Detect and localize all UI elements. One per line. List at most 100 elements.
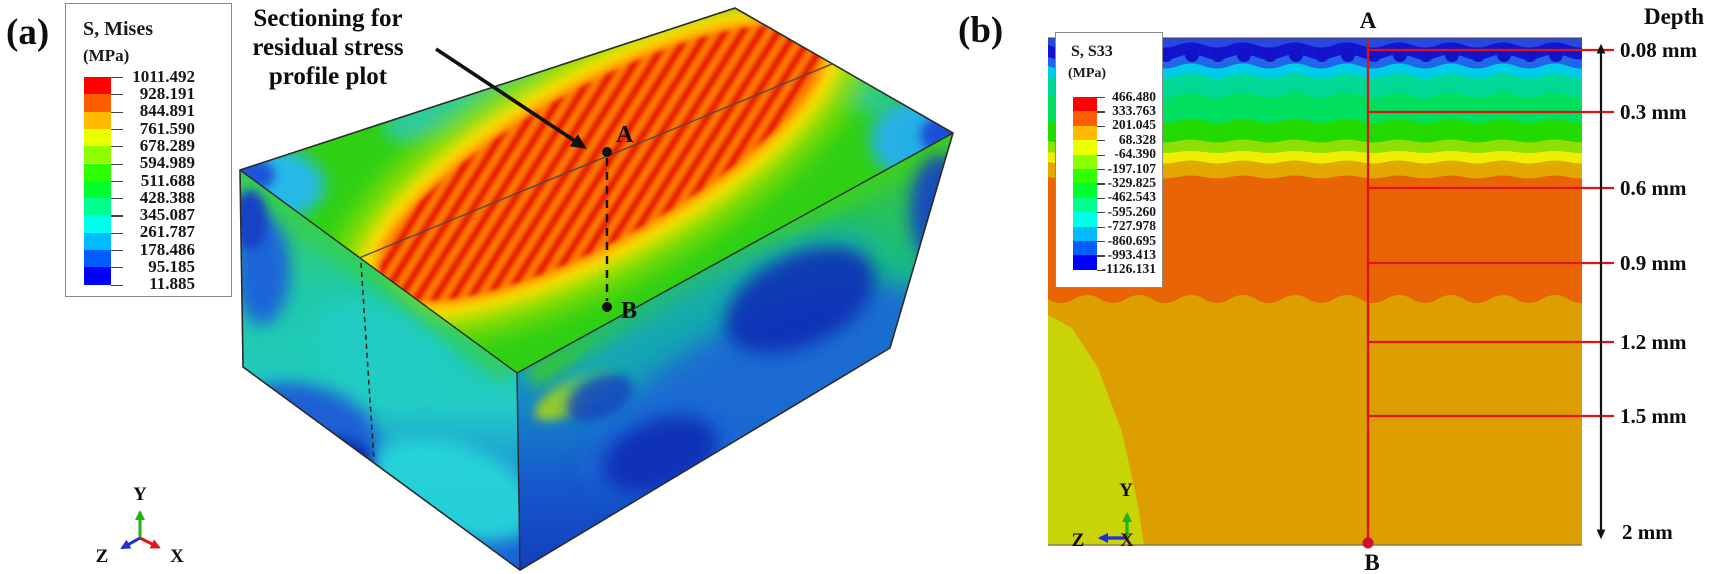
panel-b-section: Depth 0.08 mm 0.3 mm 0.6 mm 0.9 mm 1.2 m… — [1048, 4, 1704, 574]
legend-swatch — [1073, 111, 1097, 126]
laser-track-scallop — [1471, 48, 1485, 62]
legend-tick — [111, 77, 123, 79]
legend-tick — [1097, 269, 1105, 271]
s33-legend: S, S33 (MPa) 466.480 333.763 201.045 68.328… — [1055, 32, 1163, 288]
laser-track-scallop — [1185, 48, 1199, 62]
legend-swatch — [1073, 183, 1097, 198]
legend-tick — [111, 284, 123, 286]
depth-label: 0.08 mm — [1620, 38, 1697, 62]
legend-tick — [111, 232, 123, 234]
depth-label: 0.3 mm — [1620, 100, 1687, 124]
legend-value: 333.763 — [1112, 103, 1156, 118]
point-a-dot — [602, 147, 612, 157]
legend-value: 178.486 — [139, 239, 195, 259]
legend-swatch — [84, 180, 111, 199]
z-axis-label: Z — [96, 546, 109, 567]
laser-track-scallop — [1549, 48, 1563, 62]
legend-tick — [111, 146, 123, 148]
legend-swatch — [1073, 255, 1097, 270]
legend-tick — [1097, 255, 1105, 257]
depth-label: 1.2 mm — [1620, 330, 1687, 354]
legend-title: S, S33 — [1071, 43, 1113, 60]
laser-track-scallop — [1211, 48, 1225, 62]
legend-swatch — [84, 111, 111, 129]
legend-swatch — [1073, 125, 1097, 141]
legend-swatch — [84, 215, 111, 233]
legend-value: -64.390 — [1114, 146, 1156, 162]
legend-swatch — [84, 128, 111, 147]
legend-tick — [1097, 212, 1105, 214]
annotation-line: Sectioning for — [253, 5, 403, 32]
legend-tick — [111, 198, 123, 200]
laser-track-scallop — [1523, 48, 1537, 62]
laser-track-scallop — [1341, 48, 1355, 62]
section-line — [358, 63, 833, 259]
legend-value: 594.989 — [139, 153, 195, 173]
legend-tick — [111, 250, 123, 252]
laser-track-stripes — [379, 25, 821, 301]
contour-wedge — [1048, 315, 1144, 545]
legend-swatch — [1073, 169, 1097, 184]
legend-swatch — [84, 198, 111, 216]
legend-tick — [1097, 111, 1105, 113]
legend-swatch — [1073, 154, 1097, 169]
x-axis-arrow — [139, 536, 161, 549]
annotation-line: profile plot — [268, 63, 388, 90]
legend-swatch — [84, 77, 111, 95]
legend-value: 466.480 — [1112, 88, 1156, 104]
panel-a-label: (a) — [6, 12, 50, 53]
legend-value: -1126.131 — [1101, 261, 1156, 277]
laser-track-scallop — [1497, 48, 1511, 62]
depth-label: 0.9 mm — [1620, 251, 1687, 275]
legend-value: -595.260 — [1107, 203, 1156, 219]
legend-swatch — [84, 250, 111, 268]
panel-b-label: (b) — [958, 10, 1004, 51]
laser-track-scallop — [1419, 48, 1433, 62]
laser-track-scallop — [1289, 48, 1303, 62]
x-axis-label: X — [170, 546, 184, 567]
legend-tick — [1097, 169, 1105, 171]
legend-value: 928.191 — [139, 83, 195, 103]
legend-value: -329.825 — [1107, 175, 1156, 190]
legend-tick — [111, 111, 123, 113]
legend-value: 201.045 — [1112, 117, 1156, 133]
legend-tick — [1097, 241, 1105, 243]
annotation-line: residual stress — [252, 34, 404, 61]
legend-value: -993.413 — [1107, 247, 1156, 262]
laser-track-scallop — [1393, 48, 1407, 62]
triad-a: Y X Z — [96, 484, 184, 567]
legend-tick — [1097, 183, 1105, 185]
y-axis-label: Y — [1119, 480, 1133, 501]
depth-label: 2 mm — [1622, 520, 1673, 544]
depth-marker-labels: 0.08 mm 0.3 mm 0.6 mm 0.9 mm 1.2 mm 1.5 … — [1620, 38, 1697, 544]
legend-tick — [1097, 226, 1105, 228]
laser-track-scallop — [1445, 48, 1459, 62]
legend-value: 1011.492 — [132, 66, 195, 86]
point-b-dot — [602, 302, 612, 312]
legend-value: -462.543 — [1107, 189, 1156, 205]
legend-tick — [1097, 97, 1105, 99]
legend-swatch — [1073, 226, 1097, 241]
sectioning-annotation: Sectioning for residual stress profile p… — [220, 4, 436, 91]
legend-value: 68.328 — [1118, 131, 1156, 147]
legend-tick — [1097, 125, 1105, 127]
legend-value: -197.107 — [1107, 160, 1156, 176]
point-a-label: A — [616, 122, 634, 148]
legend-swatch — [84, 94, 111, 112]
depth-label: 0.6 mm — [1620, 176, 1687, 200]
x-axis-label: X — [1120, 530, 1134, 551]
laser-track-scallop — [1237, 48, 1251, 62]
annotation-arrow — [435, 47, 588, 149]
legend-swatch — [1073, 241, 1097, 256]
legend-value: 428.388 — [139, 187, 195, 207]
laser-track-scallop — [1367, 48, 1381, 62]
legend-tick — [1097, 197, 1105, 199]
block-right-face — [517, 133, 953, 570]
depth-label: 1.5 mm — [1620, 404, 1687, 428]
block-outline — [239, 7, 954, 571]
legend-title: S, Mises — [83, 18, 153, 40]
legend-tick — [1097, 140, 1105, 142]
point-b-dot-section — [1362, 537, 1374, 549]
